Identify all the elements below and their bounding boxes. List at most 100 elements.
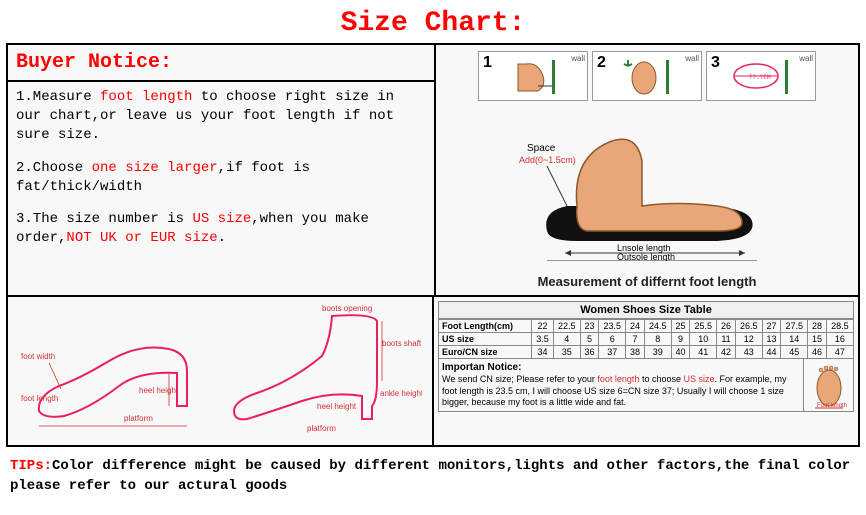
cell: 5 — [580, 333, 598, 346]
heel-shoe-diagram: foot width foot length heel height platf… — [19, 301, 209, 441]
cell: 41 — [690, 346, 717, 359]
size-table-panel: Women Shoes Size Table Foot Length(cm)22… — [434, 297, 858, 445]
cell: 23 — [580, 320, 598, 333]
platform-label: platform — [124, 414, 153, 423]
text: We send CN size; Please refer to your — [442, 374, 597, 384]
cell: 26 — [717, 320, 735, 333]
cell: 6 — [599, 333, 626, 346]
cell: 11 — [717, 333, 735, 346]
cell: 26.5 — [735, 320, 762, 333]
buyer-notice-panel: Buyer Notice: 1.Measure foot length to c… — [8, 45, 436, 295]
notice-item-3: 3.The size number is US size,when you ma… — [16, 210, 426, 248]
cell: 24 — [626, 320, 644, 333]
wall-label: wall — [685, 54, 699, 63]
highlight: NOT UK or EUR size — [66, 230, 217, 246]
foot-measurement-diagram: Space Add(0~1.5cm) Lnsole length Outsole… — [517, 111, 777, 261]
cell: 10 — [690, 333, 717, 346]
cell: 34 — [532, 346, 553, 359]
cell: 24.5 — [644, 320, 671, 333]
table-row: US size3.545678910111213141516 — [439, 333, 854, 346]
size-chart-title: Size Chart: — [0, 0, 866, 43]
cell: 28.5 — [826, 320, 853, 333]
cell: 12 — [735, 333, 762, 346]
cell: 42 — [717, 346, 735, 359]
cell: 3.5 — [532, 333, 553, 346]
ankle-height-label: ankle height — [380, 389, 422, 398]
space-label: Space — [527, 143, 556, 154]
cell: 23.5 — [599, 320, 626, 333]
cell: 9 — [671, 333, 689, 346]
step-number: 1 — [483, 54, 492, 72]
text: to choose — [639, 374, 683, 384]
highlight: US size — [683, 374, 714, 384]
cell: 22.5 — [553, 320, 580, 333]
foot-width-label: foot width — [21, 352, 55, 361]
bottom-row: foot width foot length heel height platf… — [8, 297, 858, 445]
buyer-notice-heading: Buyer Notice: — [8, 45, 434, 82]
row-header: Foot Length(cm) — [439, 320, 532, 333]
foot-icon: Foot length — [803, 359, 853, 411]
measurement-panel: 1 wall 2 wall — [436, 45, 858, 295]
notice-item-1: 1.Measure foot length to choose right si… — [16, 88, 426, 145]
cell: 47 — [826, 346, 853, 359]
cell: 7 — [626, 333, 644, 346]
wall-label: wall — [799, 54, 813, 63]
measurement-steps: 1 wall 2 wall — [442, 51, 852, 101]
measurement-caption: Measurement of differnt foot length — [442, 274, 852, 289]
cell: 40 — [671, 346, 689, 359]
cell: 45 — [781, 346, 808, 359]
step2-icon — [622, 56, 672, 96]
step-2: 2 wall — [592, 51, 702, 101]
tips-label: TIPs: — [10, 458, 52, 474]
step3-icon: ??.?CM — [731, 56, 791, 96]
cell: 15 — [808, 333, 826, 346]
svg-text:Foot length: Foot length — [817, 403, 847, 409]
platform-label-2: platform — [307, 424, 336, 433]
space-value: Add(0~1.5cm) — [519, 155, 576, 165]
tips-footer: TIPs:Color difference might be caused by… — [0, 447, 866, 508]
step-1: 1 wall — [478, 51, 588, 101]
cell: 43 — [735, 346, 762, 359]
step-number: 2 — [597, 54, 606, 72]
row-header: US size — [439, 333, 532, 346]
text: 2.Choose — [16, 160, 92, 176]
cell: 38 — [626, 346, 644, 359]
cell: 36 — [580, 346, 598, 359]
main-container: Buyer Notice: 1.Measure foot length to c… — [6, 43, 860, 447]
cell: 27 — [762, 320, 780, 333]
boot-diagram: boots opening boots shaft ankle height h… — [222, 301, 422, 441]
cell: 28 — [808, 320, 826, 333]
cell: 46 — [808, 346, 826, 359]
cell: 14 — [781, 333, 808, 346]
notice-item-2: 2.Choose one size larger,if foot is fat/… — [16, 159, 426, 197]
size-table-title: Women Shoes Size Table — [438, 301, 854, 319]
text: . — [218, 230, 226, 246]
step1-icon — [508, 56, 558, 96]
text: 1.Measure — [16, 89, 100, 105]
important-title: Importan Notice: — [442, 362, 521, 373]
table-row: Foot Length(cm)2222.52323.52424.52525.52… — [439, 320, 854, 333]
cell: 39 — [644, 346, 671, 359]
text: 3.The size number is — [16, 211, 192, 227]
cell: 25 — [671, 320, 689, 333]
cell: 25.5 — [690, 320, 717, 333]
cell: 16 — [826, 333, 853, 346]
table-row: Euro/CN size3435363738394041424344454647 — [439, 346, 854, 359]
cell: 13 — [762, 333, 780, 346]
outsole-label: Outsole length — [617, 252, 675, 261]
step-3: 3 wall ??.?CM — [706, 51, 816, 101]
cell: 22 — [532, 320, 553, 333]
highlight: US size — [192, 211, 251, 227]
cell: 37 — [599, 346, 626, 359]
wall-label: wall — [571, 54, 585, 63]
boots-opening-label: boots opening — [322, 304, 372, 313]
cell: 8 — [644, 333, 671, 346]
cell: 35 — [553, 346, 580, 359]
highlight: one size larger — [92, 160, 218, 176]
tips-text: Color difference might be caused by diff… — [10, 458, 850, 494]
important-notice: Importan Notice: We send CN size; Please… — [438, 359, 854, 412]
foot-length-label: foot length — [21, 394, 58, 403]
row-header: Euro/CN size — [439, 346, 532, 359]
heel-height-label: heel height — [139, 386, 179, 395]
heel-height-label-2: heel height — [317, 402, 357, 411]
